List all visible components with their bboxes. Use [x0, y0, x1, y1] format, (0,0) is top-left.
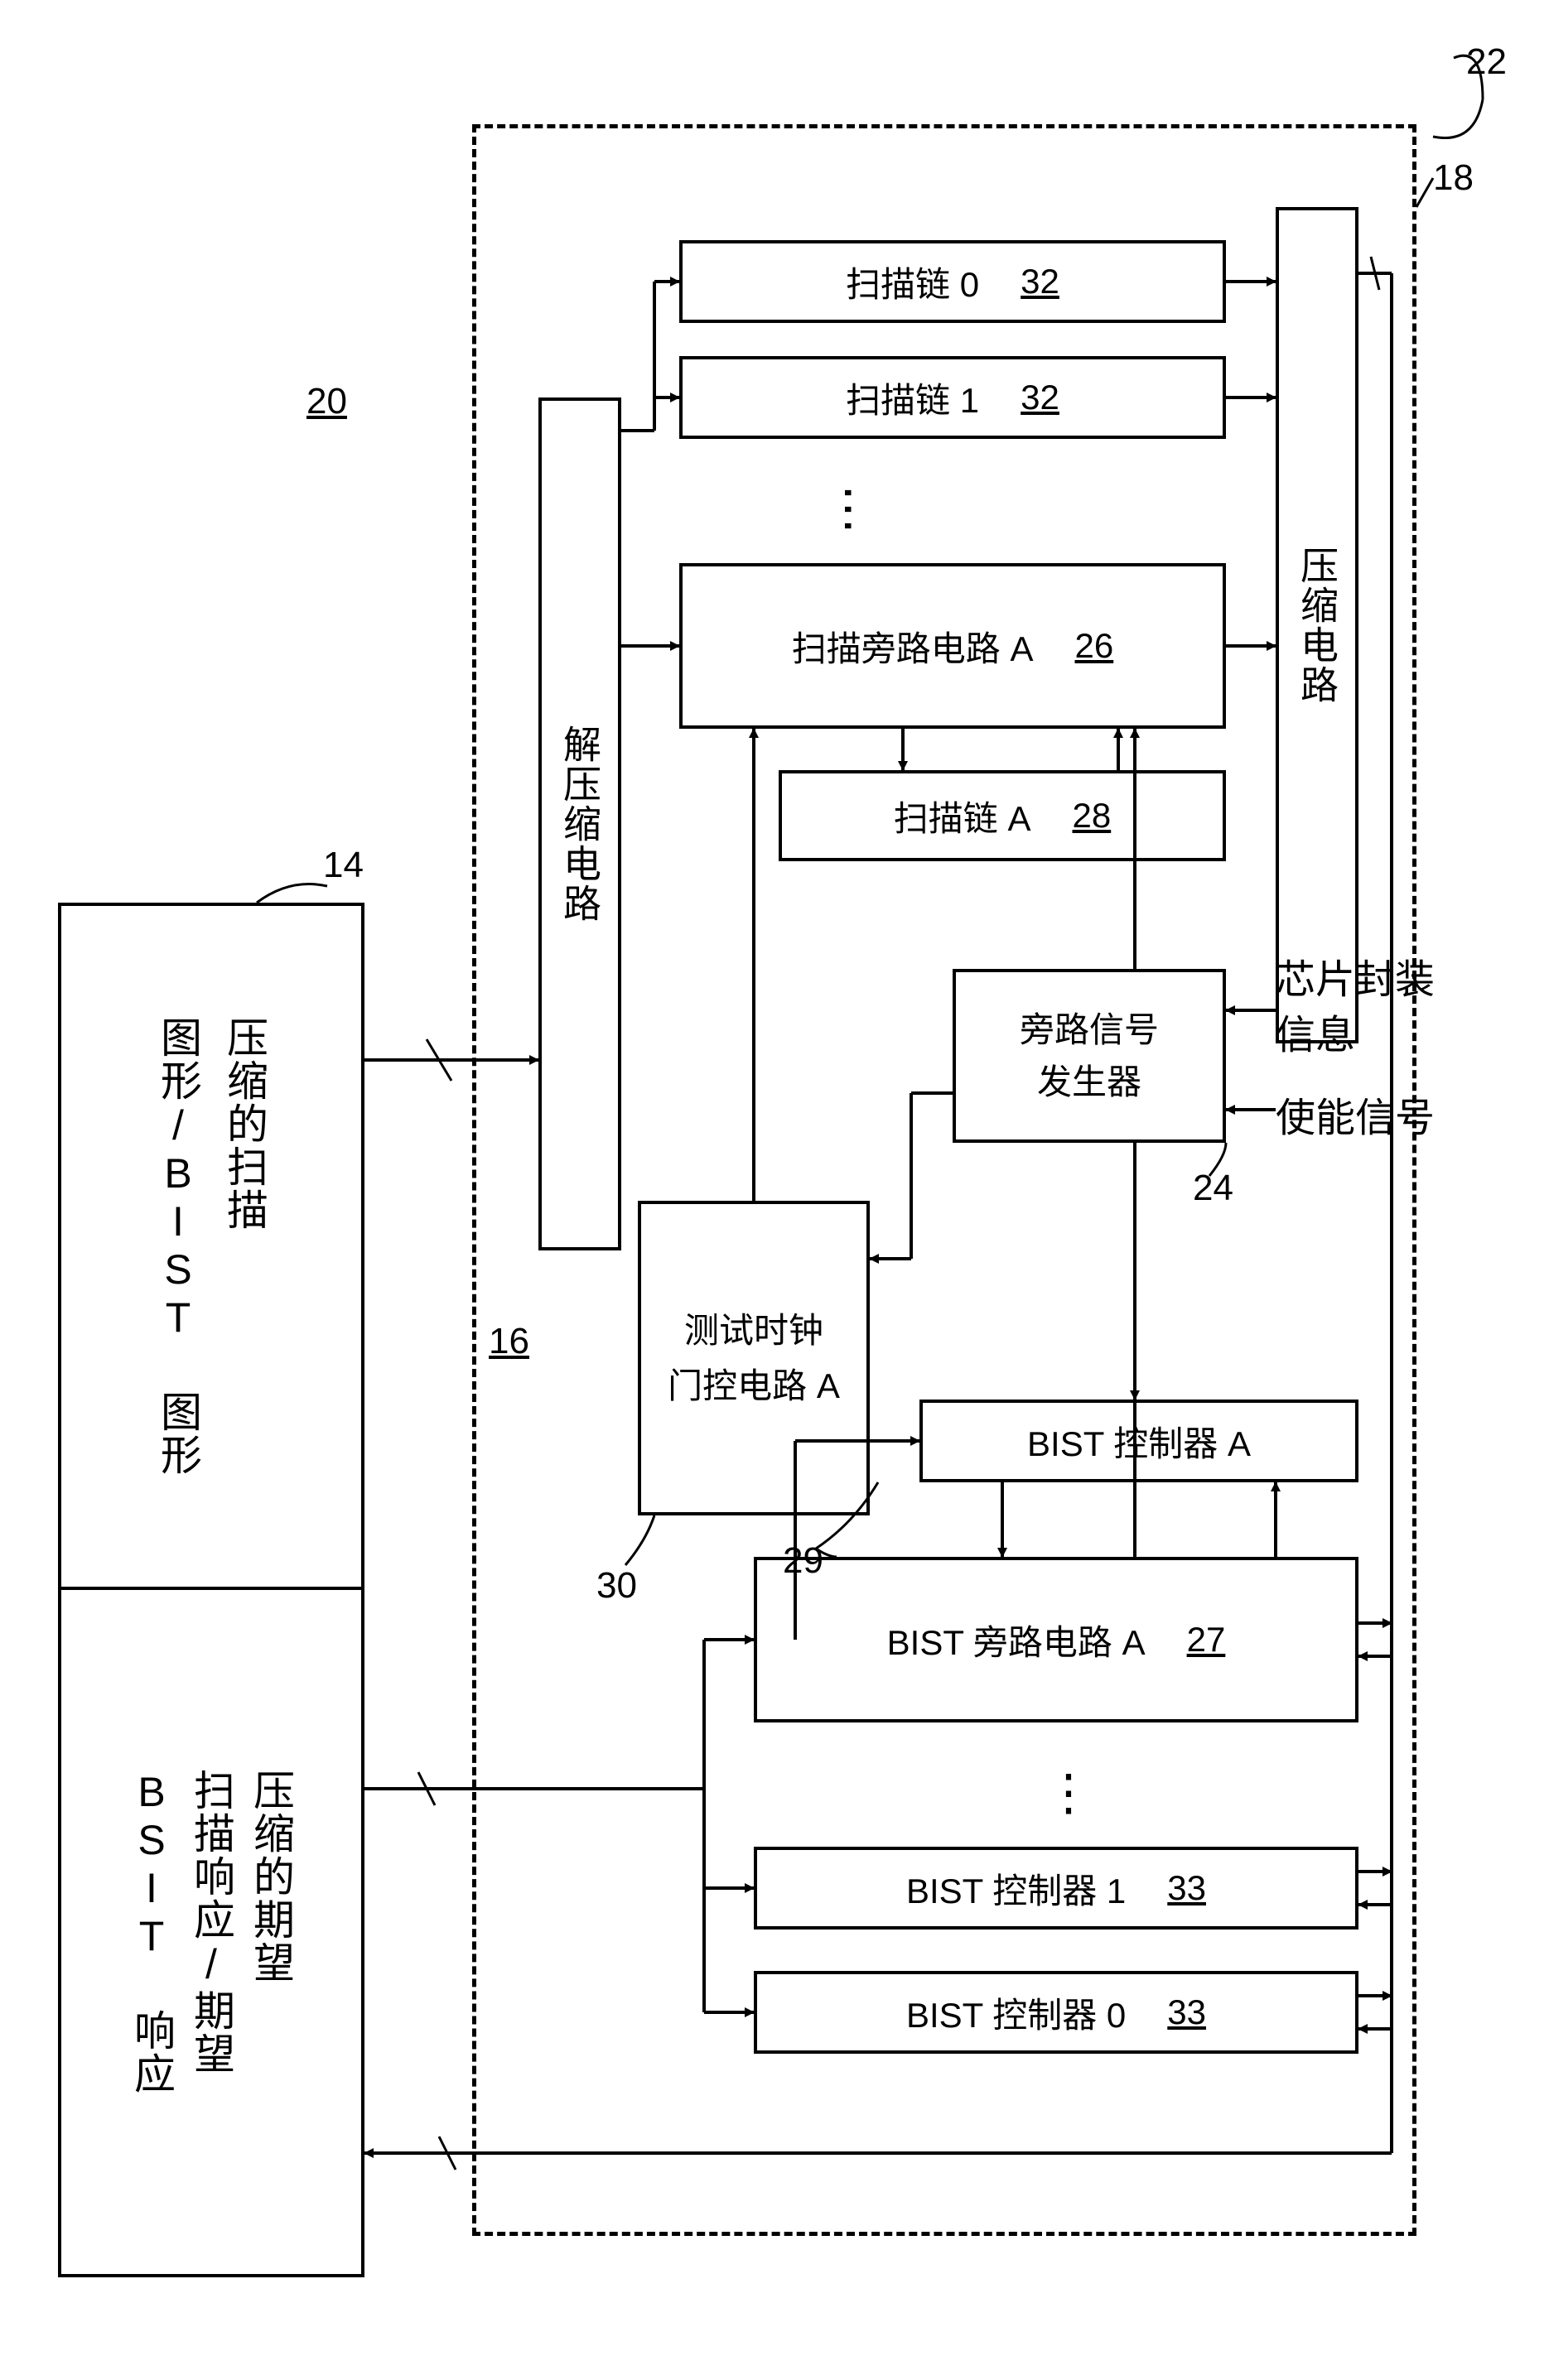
ellipsis-dots: ⋯	[820, 484, 878, 526]
scan-chain-1-ref: 32	[1021, 378, 1059, 417]
decompress-label: 解压缩电路	[553, 725, 607, 923]
bypass-gen-block: 旁路信号 发生器	[953, 969, 1226, 1143]
bist-bypass-a-label: BIST 旁路电路 A	[887, 1615, 1146, 1665]
ref-14: 14	[323, 845, 364, 886]
ref-22: 22	[1466, 41, 1507, 83]
bist-ctrl-0-ref: 33	[1167, 1992, 1206, 2032]
test-clk-gate-label: 测试时钟 门控电路 A	[668, 1303, 840, 1414]
compress-label: 压缩电路	[1290, 546, 1344, 705]
bist-bypass-a-block: BIST 旁路电路 A 27	[754, 1557, 1358, 1722]
scan-chain-a-block: 扫描链 A 28	[779, 770, 1226, 861]
tester-top-block: 压缩的扫描 图形/BIST 图形	[58, 903, 364, 1590]
ref-20: 20	[306, 381, 347, 422]
bist-ctrl-1-label: BIST 控制器 1	[906, 1863, 1126, 1914]
test-clk-gate-block: 测试时钟 门控电路 A	[638, 1201, 870, 1515]
bypass-gen-label: 旁路信号 发生器	[1020, 1004, 1159, 1108]
decompress-block: 解压缩电路	[538, 397, 621, 1250]
scan-chain-a-label: 扫描链 A	[894, 791, 1031, 841]
scan-bypass-a-ref: 26	[1074, 626, 1113, 666]
scan-bypass-a-block: 扫描旁路电路 A 26	[679, 563, 1226, 729]
ref-16: 16	[489, 1321, 529, 1362]
bist-ctrl-1-block: BIST 控制器 1 33	[754, 1847, 1358, 1930]
bist-bypass-a-ref: 27	[1187, 1620, 1226, 1660]
bist-ctrl-a-block: BIST 控制器 A	[919, 1400, 1358, 1482]
ref-30: 30	[596, 1565, 637, 1607]
scan-chain-0-label: 扫描链 0	[846, 257, 979, 307]
bist-ctrl-0-label: BIST 控制器 0	[906, 1987, 1126, 2038]
tester-bottom-block: 压缩的期望 扫描响应/期望 BSIT 响应	[58, 1590, 364, 2277]
ref-29: 29	[783, 1540, 823, 1582]
scan-chain-a-ref: 28	[1072, 796, 1111, 836]
scan-bypass-a-label: 扫描旁路电路 A	[792, 621, 1034, 672]
tester-top-label: 压缩的扫描 图形/BIST 图形	[145, 1016, 277, 1477]
ref-18: 18	[1433, 157, 1474, 199]
compress-block: 压缩电路	[1276, 207, 1358, 1043]
tester-bottom-label: 压缩的期望 扫描响应/期望 BSIT 响应	[122, 1769, 301, 2095]
scan-chain-1-label: 扫描链 1	[846, 373, 979, 423]
ref-24: 24	[1193, 1168, 1233, 1209]
scan-chain-0-block: 扫描链 0 32	[679, 240, 1226, 323]
scan-chain-0-ref: 32	[1021, 262, 1059, 301]
bist-ctrl-0-block: BIST 控制器 0 33	[754, 1971, 1358, 2054]
enable-signal-label: 使能信号	[1276, 1085, 1435, 1143]
chip-pkg-info-label: 芯片封装 信息	[1276, 952, 1435, 1063]
bist-ctrl-a-label: BIST 控制器 A	[1027, 1416, 1251, 1467]
scan-chain-1-block: 扫描链 1 32	[679, 356, 1226, 439]
bist-ctrl-1-ref: 33	[1167, 1868, 1206, 1908]
